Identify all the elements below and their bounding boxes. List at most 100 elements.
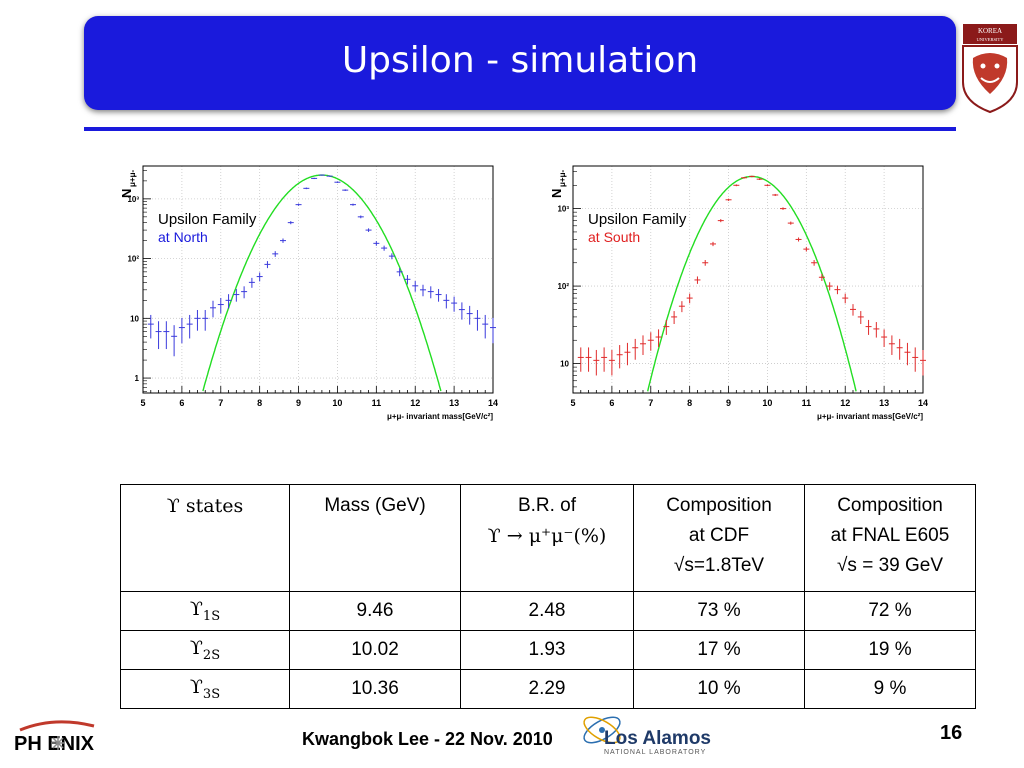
legend-title: Upsilon Family: [158, 211, 257, 228]
data-point: [466, 305, 473, 325]
y-tick-label: 10²: [127, 255, 139, 264]
data-point: [287, 221, 294, 225]
y-tick-label: 10²: [557, 282, 569, 291]
x-tick-label: 11: [372, 398, 382, 408]
data-point: [303, 187, 310, 190]
y-label-main: N: [119, 189, 134, 198]
table-cell-br: 2.48: [460, 591, 634, 631]
header-line: Composition: [837, 495, 943, 516]
x-tick-label: 10: [332, 398, 342, 408]
table-header-cell: Mass (GeV): [289, 484, 461, 592]
x-tick-label: 6: [179, 398, 184, 408]
data-point: [663, 319, 670, 335]
data-point: [210, 300, 216, 318]
data-point: [435, 288, 442, 302]
data-point: [350, 203, 356, 206]
los-alamos-logo: Los Alamos NATIONAL LABORATORY: [583, 716, 711, 756]
data-point: [671, 311, 678, 324]
data-point: [295, 203, 302, 206]
data-point: [834, 285, 841, 295]
state-subscript: 1S: [202, 608, 221, 624]
y-label-sub: μ+μ-: [128, 170, 137, 187]
data-point: [733, 184, 740, 187]
data-points: [147, 174, 496, 357]
table-cell-cdf: 10 %: [633, 669, 805, 709]
data-point: [147, 314, 154, 339]
data-point: [702, 260, 709, 266]
data-point: [482, 314, 489, 339]
state-cell: ϒ1S: [120, 591, 290, 631]
data-point: [311, 177, 318, 180]
data-point: [420, 284, 426, 297]
header-line: ϒ states: [166, 495, 244, 517]
data-point: [178, 317, 185, 344]
data-point: [585, 347, 592, 372]
title-bar: Upsilon - simulation: [84, 16, 956, 110]
svg-text:KOREA: KOREA: [978, 27, 1002, 35]
x-tick-label: 7: [648, 398, 653, 408]
y-axis-label: Nμ+μ-: [549, 170, 567, 198]
lab-subtitle-text: NATIONAL LABORATORY: [604, 749, 706, 756]
data-point: [342, 189, 349, 191]
header-line: Mass (GeV): [324, 495, 426, 516]
data-point: [764, 184, 771, 187]
x-tick-label: 8: [687, 398, 692, 408]
y-tick-label: 1: [135, 374, 140, 383]
data-point: [904, 342, 911, 366]
x-tick-label: 9: [296, 398, 301, 408]
plot-background: [548, 156, 933, 421]
y-tick-label: 10: [130, 314, 139, 323]
data-point: [256, 272, 263, 282]
header-line: B.R. of: [517, 495, 577, 516]
x-tick-label: 5: [570, 398, 575, 408]
data-point: [616, 345, 623, 369]
data-point: [655, 329, 662, 347]
x-tick-label: 8: [257, 398, 262, 408]
lab-name-text: Los Alamos: [604, 728, 711, 749]
data-point: [357, 215, 364, 219]
x-axis-label: μ+μ- invariant mass[GeV/c²]: [387, 412, 493, 421]
x-tick-label: 12: [840, 398, 850, 408]
plot-frame: [572, 165, 924, 394]
table-cell-fnal: 72 %: [804, 591, 976, 631]
x-axis-label: μ+μ- invariant mass[GeV/c²]: [817, 412, 923, 421]
table-header-cell: Composition at FNAL E605 √s = 39 GeV: [804, 484, 976, 592]
data-point: [920, 349, 926, 376]
data-point: [225, 294, 232, 309]
data-point: [318, 174, 325, 176]
table-cell-mass: 9.46: [289, 591, 461, 631]
data-point: [248, 277, 255, 288]
data-point: [163, 321, 170, 350]
table-header-cell: Composition at CDF √s=1.8TeV: [633, 484, 805, 592]
north-mass-plot: 5 6 7 8 9 10 11 12 13 14 1 10 10² 10³ μ+μ- invariant m…: [118, 156, 503, 421]
data-point: [772, 193, 779, 197]
korea-university-emblem: KOREA UNIVERSITY: [962, 24, 1018, 114]
y-label-main: N: [549, 189, 564, 198]
data-point: [912, 347, 919, 372]
data-point: [186, 314, 193, 339]
data-point: [640, 335, 646, 355]
data-point: [264, 261, 271, 269]
data-point: [741, 176, 748, 179]
data-point: [458, 302, 465, 320]
title-divider: [84, 127, 956, 131]
data-point: [678, 301, 685, 313]
state-symbol: ϒ: [189, 676, 203, 699]
x-tick-label: 14: [488, 398, 498, 408]
data-point: [280, 238, 286, 243]
footer-author: Kwangbok Lee - 22 Nov. 2010: [302, 729, 553, 749]
data-point: [217, 297, 224, 314]
data-point: [171, 325, 178, 357]
x-tick-label: 7: [218, 398, 223, 408]
data-point: [202, 309, 209, 331]
data-point: [818, 273, 825, 281]
data-point: [404, 275, 411, 285]
x-tick-label: 13: [449, 398, 459, 408]
data-point: [334, 181, 341, 183]
y-label-sub: μ+μ-: [558, 170, 567, 187]
table-header-row: ϒ states Mass (GeV) B.R. of ϒ → μ⁺μ⁻(%) Comp…: [120, 484, 976, 592]
phenix-text: PH ENIX: [14, 733, 95, 755]
table-cell-fnal: 9 %: [804, 669, 976, 709]
slide-title: Upsilon - simulation: [341, 39, 699, 81]
data-point: [396, 268, 403, 277]
